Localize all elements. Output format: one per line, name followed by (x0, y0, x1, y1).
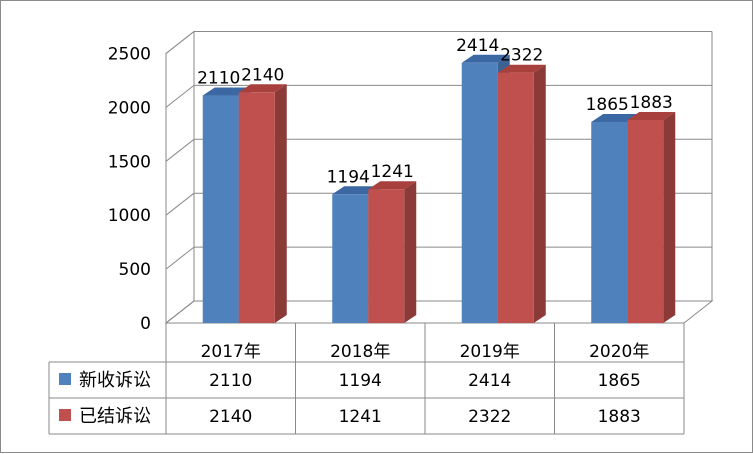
bar-side (533, 64, 546, 323)
bar-side (663, 112, 676, 323)
data-label: 2110 (197, 69, 240, 89)
bar-top (238, 84, 287, 93)
legend-label: 已结诉讼 (79, 406, 151, 427)
bar (332, 194, 369, 323)
legend-label: 新收诉讼 (79, 370, 151, 391)
table-cell: 2322 (468, 407, 511, 427)
bar (497, 72, 534, 323)
data-label: 1241 (371, 162, 414, 182)
gridline-diagonal (165, 85, 195, 108)
gridline-diagonal (165, 192, 195, 216)
legend-swatch (59, 373, 71, 385)
gridline-diagonal (165, 31, 195, 54)
gridline-diagonal (165, 300, 195, 324)
y-tick-label: 2000 (108, 98, 151, 118)
y-tick-label: 1500 (108, 152, 151, 172)
x-tick-label: 2018年 (330, 342, 390, 362)
bar (238, 92, 275, 323)
x-tick-label: 2020年 (589, 342, 649, 362)
table-cell: 2414 (468, 371, 511, 391)
table-cell: 1241 (339, 407, 382, 427)
bar-top (368, 181, 417, 190)
bar-top (497, 64, 546, 73)
data-label: 2322 (500, 46, 543, 66)
y-tick-label: 500 (119, 260, 151, 280)
bar (368, 189, 405, 323)
data-label: 2140 (241, 65, 284, 85)
y-tick-label: 1000 (108, 206, 151, 226)
bar-side (274, 84, 287, 323)
y-tick-label: 2500 (108, 45, 151, 65)
bar (461, 62, 498, 323)
bar (591, 121, 628, 323)
bar-top (461, 54, 510, 63)
data-label: 2414 (456, 36, 499, 56)
data-label: 1865 (586, 95, 629, 115)
bar-top (591, 113, 640, 122)
bar-side (404, 181, 417, 323)
table-cell: 1883 (598, 407, 641, 427)
table-cell: 1865 (598, 371, 641, 391)
bar (202, 95, 239, 324)
table-cell: 1194 (339, 371, 382, 391)
side-wall (165, 30, 195, 325)
table-cell: 2110 (209, 371, 252, 391)
gridline-diagonal (165, 138, 195, 162)
table-cell: 2140 (209, 407, 252, 427)
y-tick-label: 0 (140, 314, 151, 334)
x-tick-label: 2019年 (460, 342, 520, 362)
x-tick-label: 2017年 (201, 342, 261, 362)
legend-swatch (59, 409, 71, 421)
data-label: 1194 (327, 167, 370, 187)
data-label: 1883 (630, 93, 673, 113)
gridline-diagonal (165, 246, 195, 270)
bar-top (627, 112, 676, 121)
bar (627, 120, 664, 323)
